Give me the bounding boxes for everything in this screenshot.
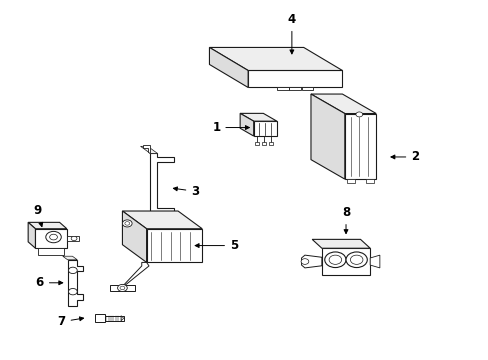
Polygon shape bbox=[122, 211, 202, 229]
Text: 6: 6 bbox=[36, 276, 62, 289]
Circle shape bbox=[68, 288, 77, 295]
Polygon shape bbox=[209, 48, 342, 71]
Polygon shape bbox=[240, 113, 276, 121]
Text: 9: 9 bbox=[33, 204, 42, 226]
Circle shape bbox=[355, 112, 362, 117]
Polygon shape bbox=[277, 87, 288, 90]
Polygon shape bbox=[120, 262, 149, 289]
Polygon shape bbox=[346, 179, 354, 183]
Text: 8: 8 bbox=[341, 206, 349, 234]
Polygon shape bbox=[321, 248, 369, 275]
Bar bbox=[262, 142, 265, 145]
Polygon shape bbox=[67, 236, 79, 241]
Bar bbox=[95, 314, 105, 323]
Polygon shape bbox=[369, 255, 379, 268]
Circle shape bbox=[122, 220, 132, 227]
Polygon shape bbox=[240, 113, 253, 136]
Circle shape bbox=[328, 255, 341, 264]
Circle shape bbox=[117, 284, 127, 292]
Polygon shape bbox=[301, 255, 321, 268]
Circle shape bbox=[50, 234, 57, 240]
Polygon shape bbox=[28, 222, 35, 248]
Polygon shape bbox=[122, 211, 146, 262]
Circle shape bbox=[68, 267, 77, 274]
Polygon shape bbox=[301, 87, 312, 90]
Polygon shape bbox=[121, 316, 123, 321]
Polygon shape bbox=[110, 285, 134, 291]
Circle shape bbox=[124, 222, 129, 225]
Text: 5: 5 bbox=[195, 239, 238, 252]
Polygon shape bbox=[289, 87, 301, 90]
Text: 7: 7 bbox=[58, 315, 83, 328]
Circle shape bbox=[346, 252, 366, 267]
Circle shape bbox=[350, 255, 362, 264]
Circle shape bbox=[324, 252, 346, 267]
Polygon shape bbox=[311, 239, 369, 248]
Text: 2: 2 bbox=[390, 150, 419, 163]
Polygon shape bbox=[310, 94, 344, 179]
Circle shape bbox=[71, 237, 77, 240]
Polygon shape bbox=[35, 229, 67, 248]
Circle shape bbox=[46, 231, 61, 243]
Circle shape bbox=[120, 286, 124, 290]
Polygon shape bbox=[150, 153, 174, 217]
Text: 3: 3 bbox=[173, 185, 199, 198]
Polygon shape bbox=[38, 248, 64, 255]
Polygon shape bbox=[344, 113, 375, 179]
Polygon shape bbox=[253, 121, 276, 136]
Circle shape bbox=[301, 259, 308, 264]
Text: 4: 4 bbox=[287, 13, 295, 54]
Polygon shape bbox=[146, 229, 202, 262]
Polygon shape bbox=[140, 146, 157, 153]
Polygon shape bbox=[366, 179, 373, 183]
Polygon shape bbox=[142, 145, 150, 153]
Polygon shape bbox=[247, 71, 342, 87]
Text: 1: 1 bbox=[212, 121, 249, 134]
Polygon shape bbox=[310, 94, 375, 113]
Polygon shape bbox=[28, 222, 67, 229]
Polygon shape bbox=[67, 260, 83, 306]
Polygon shape bbox=[62, 256, 77, 260]
Bar bbox=[268, 142, 272, 145]
Bar bbox=[255, 142, 259, 145]
Bar bbox=[105, 316, 123, 321]
Polygon shape bbox=[209, 48, 247, 87]
